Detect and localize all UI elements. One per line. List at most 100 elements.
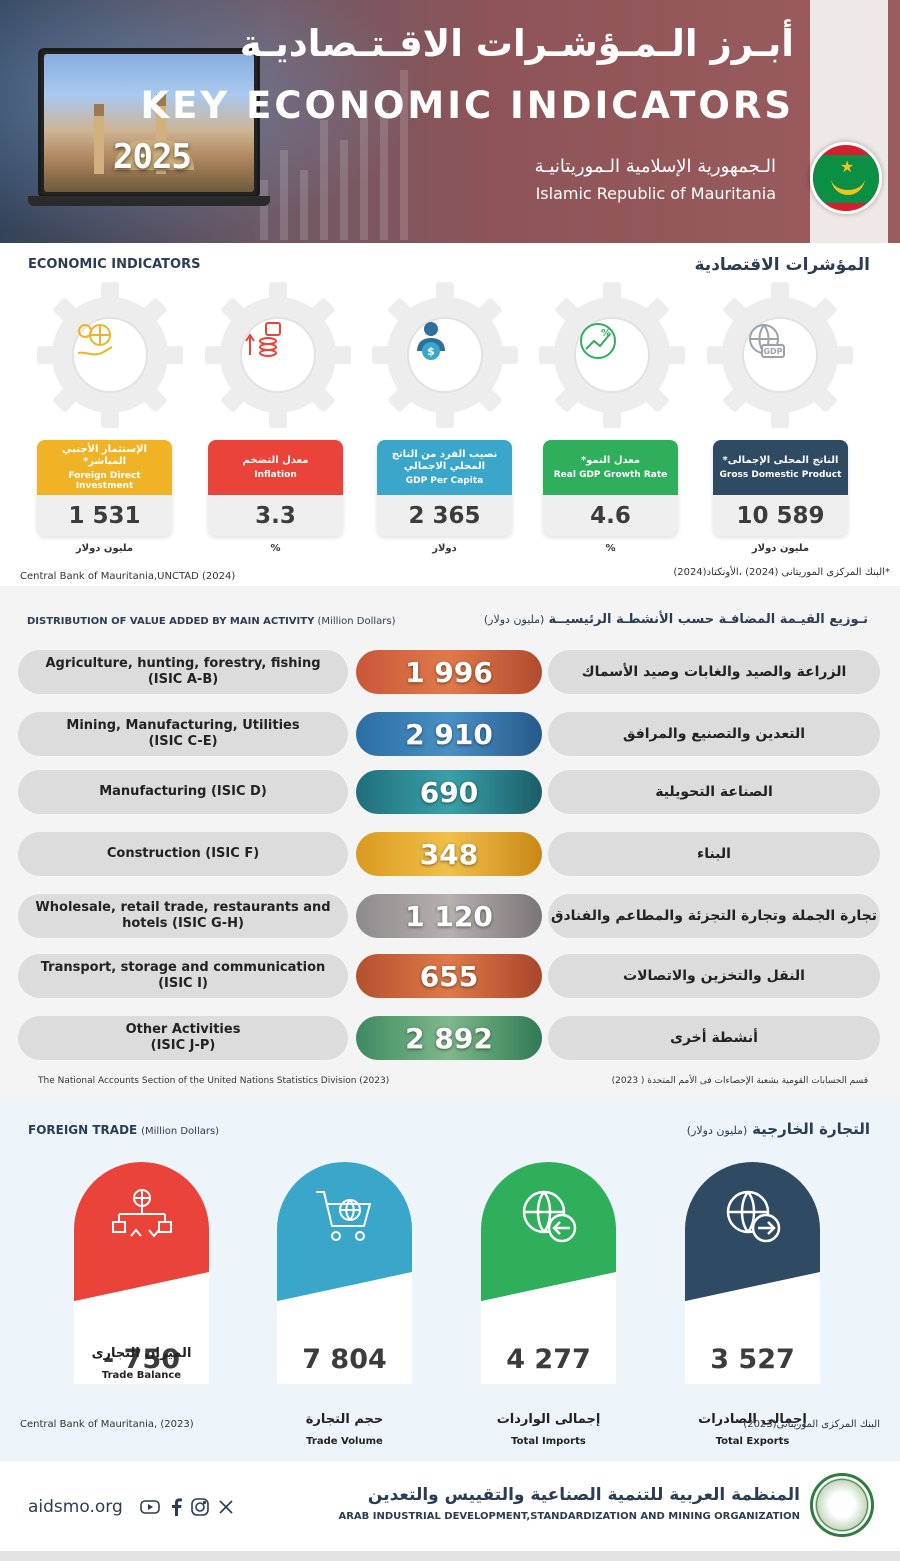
unit-fdi: مليون دولار xyxy=(75,543,134,554)
activity-row-en-mining: Mining, Manufacturing, Utilities (ISIC C… xyxy=(18,712,348,756)
monitor-stand xyxy=(28,196,270,206)
svg-text:$: $ xyxy=(427,345,435,358)
activity-value-manufacturing: 690 xyxy=(356,770,542,814)
header-chart-bars xyxy=(250,40,550,240)
trade-card-imports: 4 277 إجمالى الواردات Total Imports xyxy=(481,1162,616,1447)
unit-gdp-per-capita: دولار xyxy=(432,543,457,554)
card-gdp-label-ar: الناتج المحلى الإجمالى* xyxy=(722,455,839,466)
card-growth-label-en: Real GDP Growth Rate xyxy=(553,470,668,480)
trade-title-en: FOREIGN TRADE xyxy=(28,1123,138,1137)
activity-row-en-trade: Wholesale, retail trade, restaurants and… xyxy=(18,894,348,938)
aidsmo-emblem-icon xyxy=(810,1473,874,1537)
trade-exports-label-en: Total Exports xyxy=(715,1436,790,1447)
trade-heading-en: FOREIGN TRADE (Million Dollars) xyxy=(28,1123,219,1137)
activity-row-ar-agriculture: الزراعة والصيد والغابات وصيد الأسماك xyxy=(548,650,880,694)
activity-label-en: Manufacturing (ISIC D) xyxy=(99,783,267,799)
monitor-image: 2025 xyxy=(38,48,260,198)
activity-label-en: Construction (ISIC F) xyxy=(106,845,260,861)
trade-imports-value: 4 277 xyxy=(506,1344,591,1375)
card-gdp-header: الناتج المحلى الإجمالى* Gross Domestic P… xyxy=(713,440,848,495)
card-fdi-label-en: Foreign Direct Investment xyxy=(68,471,141,491)
economic-title-ar: المؤشرات الاقتصادية xyxy=(694,255,871,275)
card-growth-value: 4.6 xyxy=(590,502,631,529)
svg-text:%: % xyxy=(601,328,611,339)
card-inflation: معدل التضخم Inflation 3.3 xyxy=(208,440,343,536)
card-growth: معدل النمو* Real GDP Growth Rate 4.6 xyxy=(543,440,678,536)
distribution-unit-ar: (مليون دولار) xyxy=(483,613,545,626)
trade-card-exports: 3 527 إجمالى الصادرات Total Exports xyxy=(685,1162,820,1447)
card-gdp-per-capita-value: 2 365 xyxy=(408,502,481,529)
globe-arrow-in-icon xyxy=(522,1190,576,1243)
distribution-unit-en: (Million Dollars) xyxy=(317,616,396,627)
activity-label-en: Mining, Manufacturing, Utilities xyxy=(66,717,300,733)
organization-name-en: ARAB INDUSTRIAL DEVELOPMENT,STANDARDIZAT… xyxy=(338,1511,800,1522)
organization-name-ar: المنظمة العربية للتنمية الصناعية والتقيي… xyxy=(367,1485,800,1505)
foreign-trade-section: FOREIGN TRADE (Million Dollars) التجارة … xyxy=(0,1096,900,1461)
activity-value-construction: 348 xyxy=(356,832,542,876)
unit-gdp: مليون دولار xyxy=(751,543,810,554)
unit-growth: % xyxy=(605,543,616,554)
card-fdi-value: 1 531 xyxy=(68,502,141,529)
card-gdp-per-capita-label-en: GDP Per Capita xyxy=(405,476,484,486)
header-banner: 2025 أبـرز الـمـؤشـرات الاقـتـصاديـة KEY… xyxy=(0,0,900,243)
card-inflation-value: 3.3 xyxy=(255,502,296,529)
card-fdi-header: الإستثمار الأجنبي المباشر* Foreign Direc… xyxy=(37,440,172,495)
card-inflation-header: معدل التضخم Inflation xyxy=(208,440,343,495)
mosque-photo xyxy=(44,54,254,192)
activity-value-trade: 1 120 xyxy=(356,894,542,938)
website-link[interactable]: aidsmo.org xyxy=(28,1497,123,1517)
trade-title-ar: التجارة الخارجية xyxy=(752,1120,870,1138)
activity-row-ar-transport: النقل والتخزين والاتصالات xyxy=(548,954,880,998)
activity-row-en-other: Other Activities (ISIC J-P) xyxy=(18,1016,348,1060)
activity-code-en: (ISIC C-E) xyxy=(148,734,218,749)
trade-exports-label-ar: إجمالى الصادرات xyxy=(698,1412,807,1427)
unit-inflation: % xyxy=(270,543,281,554)
distribution-heading-en: DISTRIBUTION OF VALUE ADDED BY MAIN ACTI… xyxy=(27,616,396,627)
activity-row-en-construction: Construction (ISIC F) xyxy=(18,832,348,876)
distribution-title-ar: تـوزيع القيـمة المضافـة حسب الأنشطـة الر… xyxy=(548,612,869,627)
activity-row-en-manufacturing: Manufacturing (ISIC D) xyxy=(18,770,348,814)
trade-card-balance: - 750 xyxy=(74,1162,209,1384)
globe-arrow-out-icon xyxy=(726,1190,780,1243)
activity-label-en: Wholesale, retail trade, restaurants and xyxy=(35,899,331,915)
trade-imports-label-ar: إجمالى الواردات xyxy=(496,1412,601,1427)
title-english: KEY ECONOMIC INDICATORS xyxy=(140,84,794,127)
trade-imports-label-en: Total Imports xyxy=(511,1436,586,1447)
trade-balance-value: - 750 xyxy=(103,1344,180,1375)
gear-fdi xyxy=(35,280,185,430)
trade-exports-value: 3 527 xyxy=(710,1344,795,1375)
country-arabic: الـجمهورية الإسلامية الـموريتانيـة xyxy=(534,156,776,177)
activity-code-en: (ISIC J-P) xyxy=(150,1038,216,1053)
trade-source-ar: البنك المركزى الموريتانى(2023) xyxy=(743,1419,880,1430)
youtube-icon[interactable] xyxy=(140,1497,160,1517)
activity-row-ar-mining: التعدين والتصنيع والمرافق xyxy=(548,712,880,756)
trade-unit-ar: (مليون دولار) xyxy=(686,1124,748,1137)
card-gdp: الناتج المحلى الإجمالى* Gross Domestic P… xyxy=(713,440,848,536)
activity-label-en: Agriculture, hunting, forestry, fishing xyxy=(45,655,321,671)
gear-growth: % xyxy=(537,280,687,430)
activity-row-en-transport: Transport, storage and communication (IS… xyxy=(18,954,348,998)
card-inflation-label-en: Inflation xyxy=(254,470,297,480)
instagram-icon[interactable] xyxy=(190,1497,210,1517)
activity-value-other: 2 892 xyxy=(356,1016,542,1060)
trade-volume-label-en: Trade Volume xyxy=(306,1436,383,1447)
distribution-source-en: The National Accounts Section of the Uni… xyxy=(38,1076,390,1086)
card-fdi-label-ar: الإستثمار الأجنبي المباشر* xyxy=(62,444,147,467)
distribution-source-ar: قسم الحسابات القومية بشعبة الإحصاءات فى … xyxy=(611,1076,868,1086)
mauritania-flag-icon: ★ xyxy=(810,142,882,214)
gear-inflation xyxy=(203,280,353,430)
card-growth-label-ar: معدل النمو* xyxy=(580,455,641,466)
economic-source-ar: *البنك المركزى الموريتانى (2024) ،الأونك… xyxy=(673,567,890,578)
card-growth-header: معدل النمو* Real GDP Growth Rate xyxy=(543,440,678,495)
x-twitter-icon[interactable] xyxy=(216,1497,236,1517)
value-added-section: DISTRIBUTION OF VALUE ADDED BY MAIN ACTI… xyxy=(0,586,900,1096)
economic-title-en: ECONOMIC INDICATORS xyxy=(28,257,201,272)
trade-heading-ar: التجارة الخارجية (مليون دولار) xyxy=(687,1120,870,1138)
trade-source-en: Central Bank of Mauritania, (2023) xyxy=(20,1419,194,1430)
facebook-icon[interactable] xyxy=(166,1497,186,1517)
activity-value-agriculture: 1 996 xyxy=(356,650,542,694)
card-fdi: الإستثمار الأجنبي المباشر* Foreign Direc… xyxy=(37,440,172,536)
activity-label-en: Transport, storage and communication xyxy=(40,959,326,975)
activity-code-en: hotels (ISIC G-H) xyxy=(122,916,244,931)
card-gdp-per-capita: نصيب الفرد من الناتج المحلي الاجمالي GDP… xyxy=(377,440,512,536)
